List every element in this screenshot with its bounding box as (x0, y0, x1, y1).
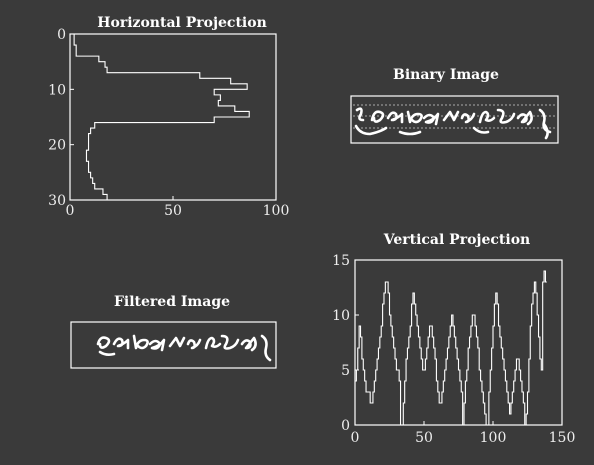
horizontal-projection-plot: Horizontal Projection 0 50 100 0 10 20 30 (48, 15, 289, 219)
horizontal-projection-x-tick-label: 0 (66, 203, 75, 219)
vertical-projection-x-tick-label: 100 (480, 430, 507, 446)
vertical-projection-y-tick-label: 10 (332, 308, 350, 324)
vertical-projection-x-tick-label: 50 (415, 430, 433, 446)
filtered-image-handwriting (96, 334, 272, 362)
vertical-projection-series (355, 270, 547, 426)
vertical-projection-plot: Vertical Projection 0 50 100 150 0 5 10 15 (332, 232, 575, 446)
binary-image-frame (350, 95, 559, 144)
filtered-image-title: Filtered Image (114, 294, 230, 310)
vertical-projection-y-tick-label: 0 (341, 418, 350, 434)
vertical-projection-title: Vertical Projection (383, 232, 530, 248)
vertical-projection-x-tick-label: 150 (549, 430, 576, 446)
vertical-projection-x-tick-label: 0 (351, 430, 360, 446)
horizontal-projection-x-tick-label: 50 (164, 203, 182, 219)
binary-image-title: Binary Image (393, 67, 499, 83)
horizontal-projection-title: Horizontal Projection (97, 15, 267, 31)
vertical-projection-y-tick-label: 5 (341, 363, 350, 379)
horizontal-projection-x-tick-label: 100 (263, 203, 290, 219)
binary-image-handwriting (354, 107, 552, 140)
vertical-projection-y-tick-label: 15 (332, 253, 350, 269)
horizontal-projection-y-tick-label: 10 (48, 82, 66, 98)
horizontal-projection-y-tick-label: 0 (57, 27, 66, 43)
horizontal-projection-y-tick-label: 20 (48, 138, 66, 154)
horizontal-projection-y-tick-label: 30 (48, 193, 66, 209)
filtered-image-frame (70, 321, 277, 369)
binary-image-panel: Binary Image (350, 67, 559, 144)
vertical-projection-axes (354, 259, 563, 426)
filtered-image-panel: Filtered Image (70, 294, 277, 369)
horizontal-projection-series (73, 34, 250, 200)
